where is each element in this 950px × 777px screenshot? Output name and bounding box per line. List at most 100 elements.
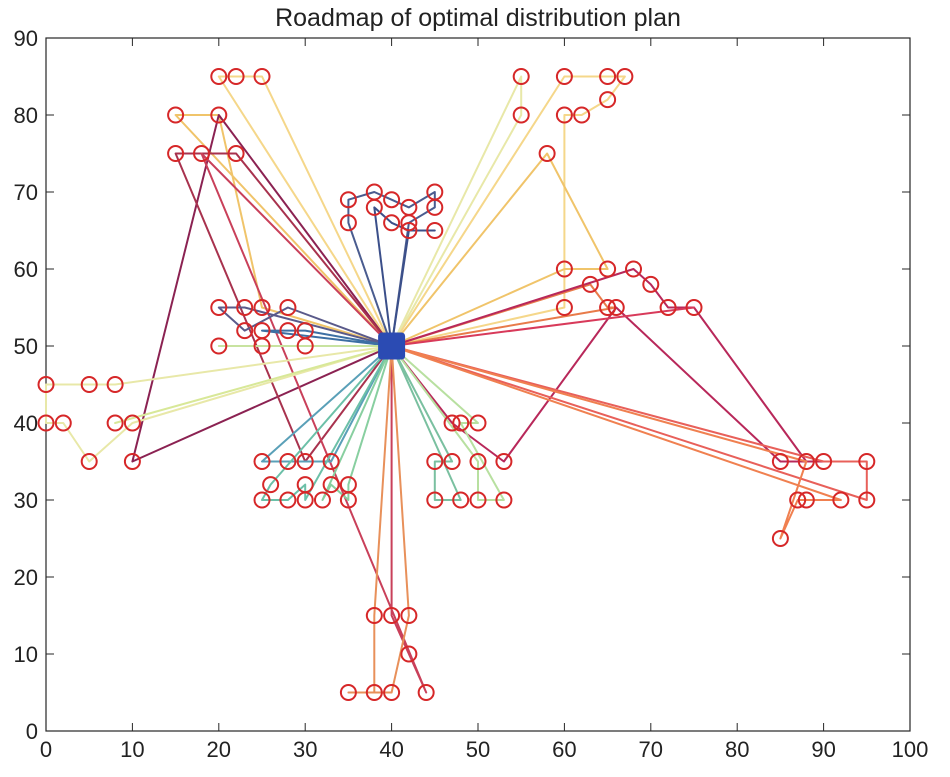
customer-point bbox=[771, 453, 789, 470]
customer-point bbox=[236, 299, 254, 316]
customer-point bbox=[365, 607, 383, 624]
customer-point bbox=[253, 491, 271, 509]
customer-point bbox=[495, 491, 513, 509]
customer-point bbox=[262, 476, 280, 494]
x-tick-label: 50 bbox=[466, 737, 490, 762]
route-line-14 bbox=[347, 191, 436, 347]
customer-point bbox=[322, 476, 340, 494]
customer-point bbox=[555, 68, 573, 85]
customer-point bbox=[279, 322, 297, 340]
route-line-16 bbox=[390, 75, 523, 347]
route-line-20 bbox=[390, 268, 825, 463]
customer-point bbox=[167, 145, 185, 162]
customer-point bbox=[426, 222, 444, 239]
route-line-8 bbox=[217, 306, 392, 347]
customer-point bbox=[426, 198, 444, 216]
x-tick-label: 30 bbox=[293, 737, 317, 762]
customer-point bbox=[443, 453, 461, 470]
customer-point bbox=[616, 68, 634, 85]
customer-point bbox=[555, 106, 573, 124]
route-line-6 bbox=[45, 345, 392, 463]
customer-point bbox=[443, 414, 461, 432]
customer-point bbox=[296, 453, 314, 470]
customer-point bbox=[210, 106, 228, 124]
customer-point bbox=[106, 376, 124, 393]
customer-point bbox=[400, 222, 418, 239]
customer-point bbox=[54, 414, 72, 432]
route-line-1 bbox=[217, 75, 393, 347]
y-tick-label: 50 bbox=[14, 334, 38, 359]
customer-point bbox=[80, 376, 98, 393]
customer-point bbox=[685, 299, 703, 316]
y-tick-label: 60 bbox=[14, 257, 38, 282]
customer-point bbox=[573, 106, 591, 124]
customer-point bbox=[797, 453, 815, 470]
customer-point bbox=[365, 684, 383, 701]
customer-point bbox=[797, 491, 815, 509]
customer-point bbox=[512, 68, 530, 85]
axes: 0 10 20 30 40 50 60 70 80 90 100 0 10 20 30 40 50 60 70 80 9… bbox=[14, 26, 929, 762]
route-line-7 bbox=[114, 345, 392, 424]
customer-point bbox=[607, 299, 625, 316]
customer-point bbox=[400, 607, 418, 624]
customer-point bbox=[210, 68, 228, 85]
y-tick-label: 70 bbox=[14, 180, 38, 205]
customer-point bbox=[106, 414, 124, 432]
customer-point bbox=[296, 491, 314, 509]
customer-point bbox=[858, 453, 876, 470]
x-tick-label: 10 bbox=[120, 737, 144, 762]
x-tick-label: 70 bbox=[639, 737, 663, 762]
customer-point bbox=[469, 453, 487, 470]
customer-point bbox=[452, 491, 470, 509]
customer-point bbox=[296, 337, 314, 355]
customer-point bbox=[123, 453, 141, 470]
customer-point bbox=[469, 491, 487, 509]
customer-point bbox=[279, 299, 297, 316]
route-line-3 bbox=[131, 114, 393, 463]
y-tick-label: 30 bbox=[14, 488, 38, 513]
x-tick-label: 100 bbox=[892, 737, 929, 762]
depot-point bbox=[378, 332, 406, 360]
customer-point bbox=[37, 376, 55, 393]
x-tick-label: 0 bbox=[40, 737, 52, 762]
customer-point bbox=[339, 191, 357, 209]
y-tick-label: 40 bbox=[14, 411, 38, 436]
x-tick-label: 90 bbox=[811, 737, 835, 762]
route-line-25 bbox=[390, 345, 505, 501]
y-tick-label: 80 bbox=[14, 103, 38, 128]
route-line-17 bbox=[390, 75, 626, 347]
customer-point bbox=[80, 453, 98, 470]
customer-points bbox=[37, 68, 876, 701]
customer-point bbox=[858, 491, 876, 509]
route-lines bbox=[45, 75, 868, 694]
customer-point bbox=[253, 299, 271, 316]
customer-point bbox=[383, 214, 401, 232]
customer-point bbox=[339, 214, 357, 232]
route-line-19 bbox=[391, 283, 618, 347]
depot-marker bbox=[378, 332, 406, 360]
customer-point bbox=[253, 68, 271, 85]
chart-title: Roadmap of optimal distribution plan bbox=[275, 4, 681, 32]
customer-point bbox=[167, 106, 185, 124]
customer-point bbox=[659, 299, 677, 316]
customer-point bbox=[599, 299, 617, 316]
route-line-23 bbox=[391, 345, 842, 540]
customer-point bbox=[383, 607, 401, 624]
customer-point bbox=[253, 337, 271, 355]
route-line-22 bbox=[391, 345, 868, 501]
customer-point bbox=[253, 453, 271, 470]
customer-point bbox=[210, 337, 228, 355]
customer-point bbox=[555, 260, 573, 278]
customer-point bbox=[469, 414, 487, 432]
customer-point bbox=[322, 453, 340, 470]
customer-point bbox=[495, 453, 513, 470]
customer-point bbox=[512, 106, 530, 124]
customer-point bbox=[771, 530, 789, 547]
customer-point bbox=[599, 91, 617, 109]
customer-point bbox=[365, 198, 383, 216]
route-line-4 bbox=[174, 152, 393, 463]
customer-point bbox=[599, 260, 617, 278]
route-line-18 bbox=[390, 152, 609, 347]
x-tick-label: 20 bbox=[207, 737, 231, 762]
